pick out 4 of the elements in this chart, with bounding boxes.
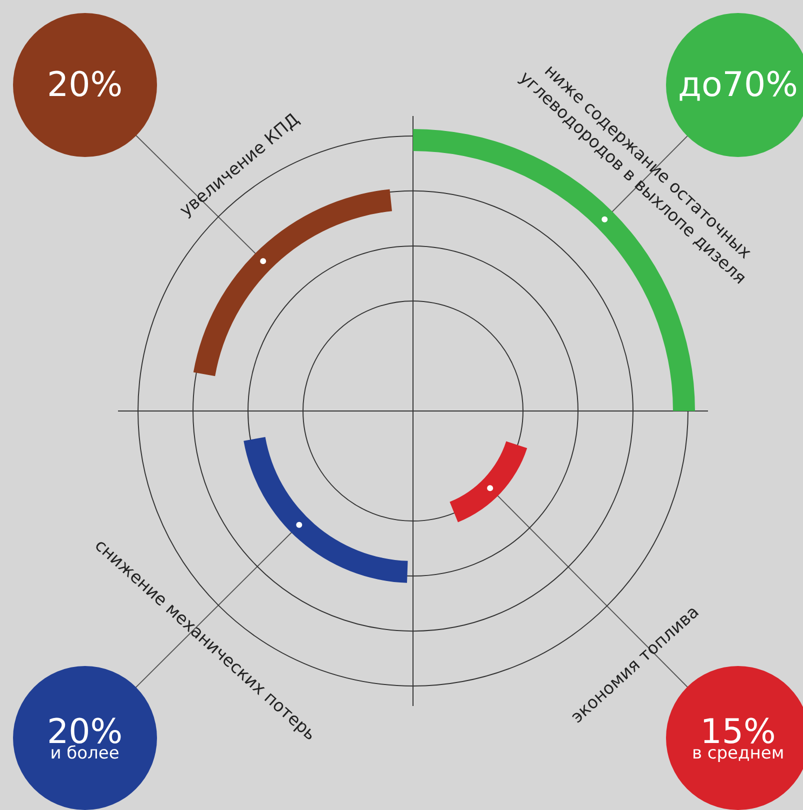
data-label: 15% в среднем: [692, 712, 784, 764]
data-label: до70%: [678, 65, 798, 105]
data-label: 20% и более: [47, 712, 123, 764]
data-label: 20%: [47, 65, 123, 105]
